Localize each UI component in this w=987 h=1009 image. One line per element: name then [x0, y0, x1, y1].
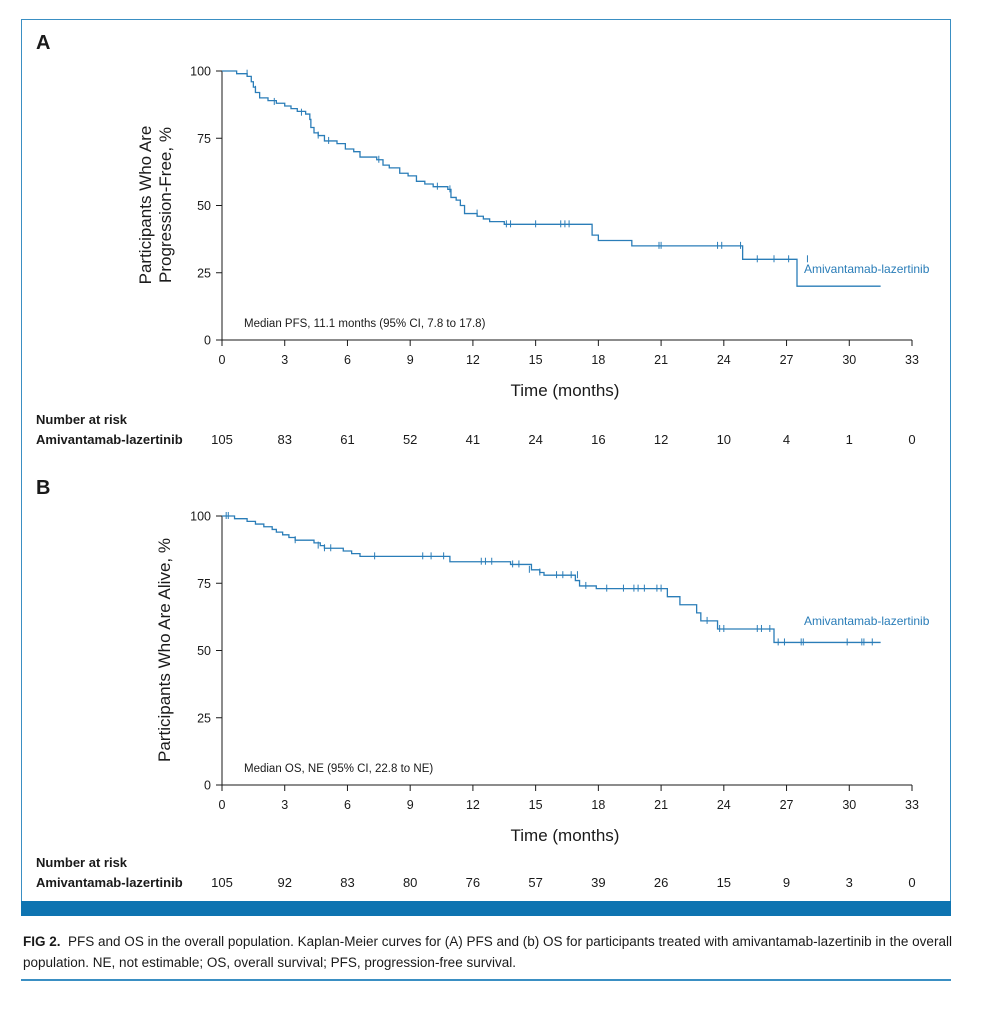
x-tick-label: 18	[591, 353, 605, 367]
x-tick-label: 12	[466, 353, 480, 367]
y-tick-label: 75	[197, 132, 211, 146]
risk-value: 12	[653, 432, 669, 447]
x-tick-label: 3	[281, 353, 288, 367]
panel-letter: A	[36, 32, 51, 54]
risk-value: 1	[845, 432, 853, 447]
km-curve	[222, 515, 881, 644]
y-tick-label: 75	[197, 577, 211, 591]
risk-value: 57	[528, 875, 543, 890]
x-tick-label: 33	[905, 798, 919, 812]
risk-value: 52	[402, 432, 418, 447]
caption-text: PFS and OS in the overall population. Ka…	[23, 934, 952, 970]
km-curve	[222, 70, 881, 287]
risk-value: 83	[277, 432, 292, 447]
series-label: Amivantamab-lazertinib	[804, 614, 930, 628]
x-tick-label: 21	[654, 353, 668, 367]
median-annotation: Median PFS, 11.1 months (95% CI, 7.8 to …	[244, 318, 486, 330]
y-tick-label: 25	[197, 711, 211, 725]
x-axis-title: Time (months)	[511, 381, 620, 400]
risk-value: 16	[591, 432, 606, 447]
risk-value: 61	[340, 432, 355, 447]
risk-value: 10	[716, 432, 732, 447]
x-tick-label: 0	[219, 798, 226, 812]
y-tick-label: 100	[190, 65, 211, 79]
risk-table-title: Number at risk	[36, 412, 128, 427]
x-tick-label: 30	[842, 798, 856, 812]
x-tick-label: 6	[344, 353, 351, 367]
y-axis-title: Participants Who Are	[136, 126, 155, 285]
y-tick-label: 0	[204, 779, 211, 793]
y-tick-label: 25	[197, 266, 211, 280]
risk-value: 15	[716, 875, 732, 890]
risk-value: 92	[277, 875, 292, 890]
x-tick-label: 9	[407, 798, 414, 812]
risk-table-row-label: Amivantamab-lazertinib	[36, 432, 183, 447]
risk-value: 105	[211, 432, 233, 447]
risk-value: 83	[340, 875, 355, 890]
y-tick-label: 0	[204, 334, 211, 348]
figure-footer-bar	[21, 901, 951, 916]
x-tick-label: 15	[529, 798, 543, 812]
x-tick-label: 12	[466, 798, 480, 812]
caption-rule	[21, 979, 951, 981]
median-annotation: Median OS, NE (95% CI, 22.8 to NE)	[244, 763, 433, 775]
panel-letter: B	[36, 477, 51, 499]
x-tick-label: 33	[905, 353, 919, 367]
risk-value: 9	[782, 875, 791, 890]
y-tick-label: 100	[190, 510, 211, 524]
x-tick-label: 27	[780, 353, 794, 367]
x-tick-label: 21	[654, 798, 668, 812]
series-label: Amivantamab-lazertinib	[804, 262, 930, 276]
x-axis-title: Time (months)	[511, 826, 620, 845]
x-tick-label: 6	[344, 798, 351, 812]
x-tick-label: 27	[780, 798, 794, 812]
pfs-chart: 0 25 50 75 100 0 3 6 9 12 15 18 21 24 27 30 33 Time (mont…	[136, 65, 930, 401]
x-tick-label: 18	[591, 798, 605, 812]
risk-value: 76	[465, 875, 481, 890]
figure-caption: FIG 2. PFS and OS in the overall populat…	[23, 931, 958, 973]
x-tick-label: 15	[529, 353, 543, 367]
y-axis-title: Progression-Free, %	[156, 127, 175, 283]
risk-value: 41	[465, 432, 481, 447]
x-tick-label: 24	[717, 353, 731, 367]
y-tick-label: 50	[197, 199, 211, 213]
risk-value: 0	[908, 875, 916, 890]
x-tick-label: 30	[842, 353, 856, 367]
risk-value: 0	[908, 432, 916, 447]
risk-value: 80	[402, 875, 418, 890]
risk-value: 26	[653, 875, 669, 890]
x-tick-label: 3	[281, 798, 288, 812]
os-chart: 0 25 50 75 100 0 3 6 9 12 15 18 21 24 27 30 33 Time (mont…	[155, 510, 930, 846]
risk-value: 4	[782, 432, 791, 447]
risk-value: 24	[528, 432, 543, 447]
risk-table-row-label: Amivantamab-lazertinib	[36, 875, 183, 890]
x-tick-label: 24	[717, 798, 731, 812]
y-tick-label: 50	[197, 644, 211, 658]
caption-label: FIG 2.	[23, 934, 61, 949]
x-tick-label: 0	[219, 353, 226, 367]
risk-table-title: Number at risk	[36, 855, 128, 870]
y-axis-title: Participants Who Are Alive, %	[155, 538, 174, 762]
risk-value: 39	[591, 875, 606, 890]
risk-value: 3	[845, 875, 853, 890]
risk-value: 105	[211, 875, 233, 890]
x-tick-label: 9	[407, 353, 414, 367]
